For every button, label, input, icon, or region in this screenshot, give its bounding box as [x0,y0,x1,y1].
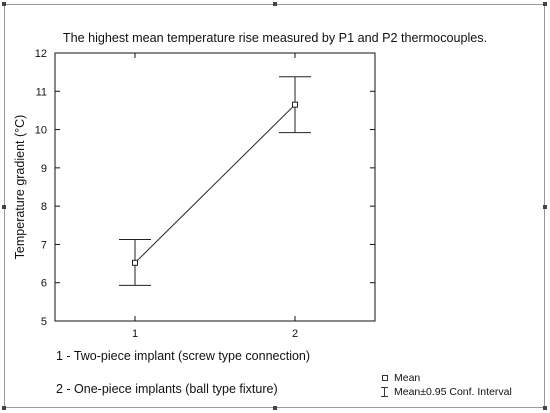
y-tick-label: 5 [41,316,47,328]
mean-point [292,101,298,108]
y-tick-label: 6 [41,278,47,290]
plot-area [54,52,376,322]
y-tick-label: 9 [41,163,47,175]
y-axis-label: Temperature gradient (°C) [13,115,27,260]
resize-handle-top-right[interactable] [543,2,547,6]
annotation-group-2: 2 - One-piece implants (ball type fixtur… [56,382,278,396]
x-tick-label: 2 [292,328,298,340]
resize-handle-top[interactable] [273,2,277,6]
legend: Mean Mean±0.95 Conf. Interval [378,371,512,399]
resize-handle-bottom[interactable] [273,406,277,410]
annotation-group-1: 1 - Two-piece implant (screw type connec… [56,349,311,363]
legend-item-mean: Mean [378,371,512,385]
resize-handle-left[interactable] [2,205,6,209]
y-tick-label: 12 [35,48,47,60]
resize-handle-bottom-left[interactable] [2,406,6,410]
y-tick-label: 7 [41,239,47,251]
series-line [134,104,296,264]
resize-handle-right[interactable] [543,205,547,209]
y-tick-label: 8 [41,201,47,213]
resize-handle-top-left[interactable] [2,2,6,6]
mean-point [132,259,138,266]
error-bar-icon [378,386,392,398]
y-tick-label: 11 [36,86,47,98]
y-tick-label: 10 [35,125,47,137]
chart-title: The highest mean temperature rise measur… [62,31,488,45]
x-tick-label: 1 [132,328,138,340]
legend-label-mean: Mean [394,372,421,384]
legend-item-ci: Mean±0.95 Conf. Interval [378,385,512,399]
mean-marker-icon [378,372,392,384]
resize-handle-bottom-right[interactable] [543,406,547,410]
legend-label-ci: Mean±0.95 Conf. Interval [394,386,512,398]
